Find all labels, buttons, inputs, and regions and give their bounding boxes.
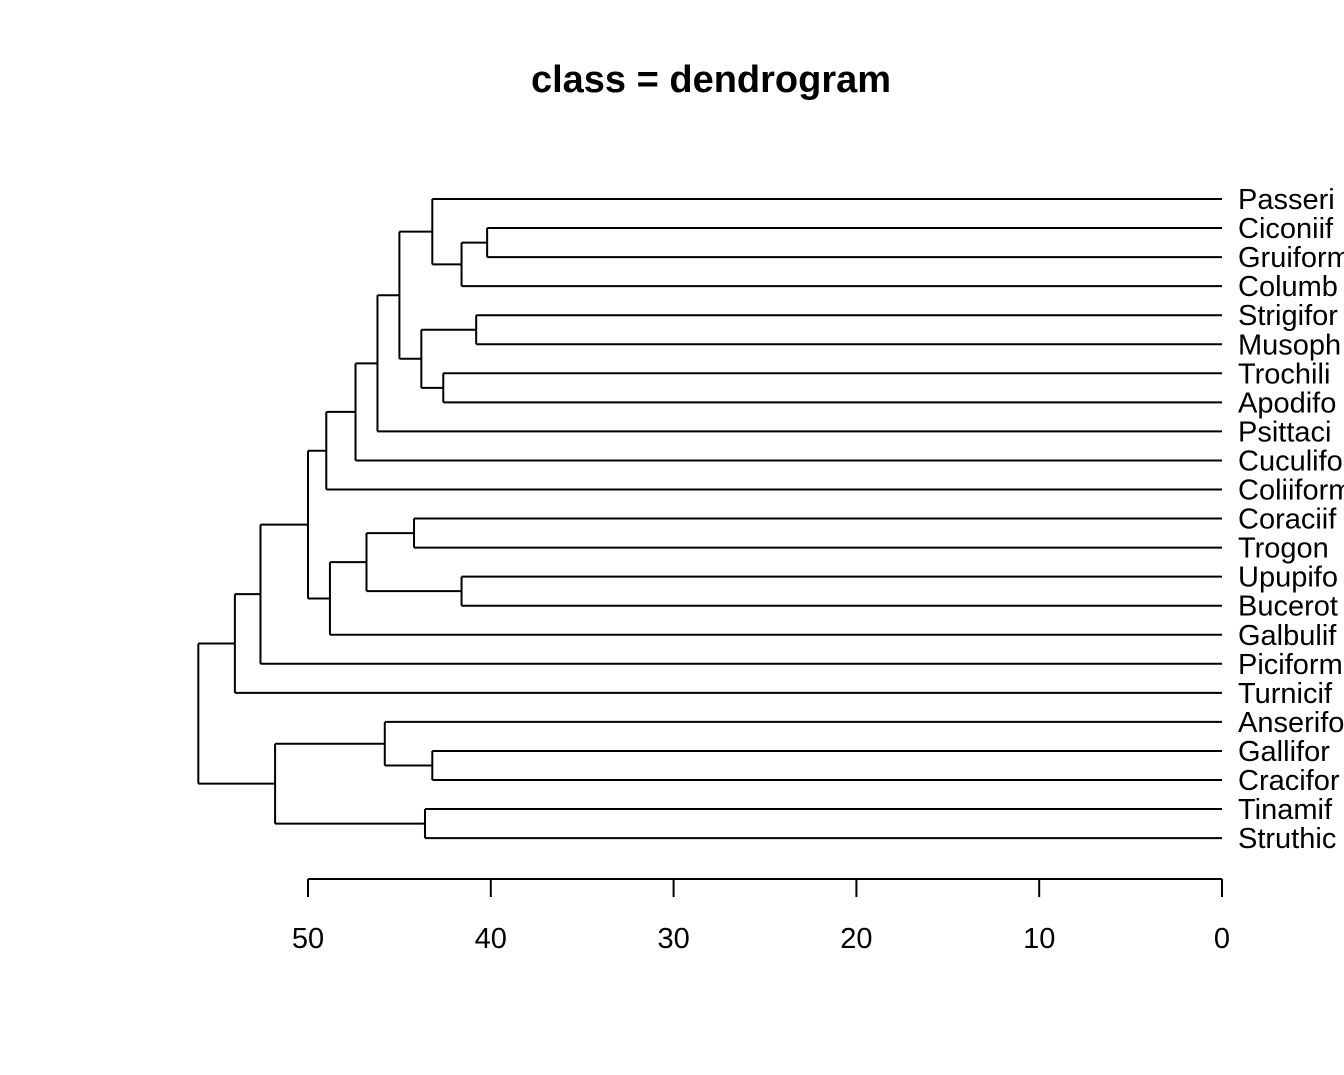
leaf-label: Trogon [1238,533,1329,565]
branch-n6 [420,328,477,389]
x-tick-label: 40 [475,923,507,955]
leaf-label: Strigifor [1238,300,1338,332]
branch-n20 [423,808,1222,840]
branch-n14 [328,561,1222,636]
leaf-label: Cuculifo [1238,445,1343,477]
leaf-label: Upupifo [1238,562,1338,594]
chart-title: class = dendrogram [531,59,891,101]
x-tick-label: 50 [292,923,324,955]
branch-n12 [460,575,1222,607]
leaf-labels: PasseriCiconiifGruiformColumbStrigiforMu… [1238,184,1344,855]
branch-n19 [383,720,1222,767]
branches [197,198,1222,840]
leaf-label: Psittaci [1238,416,1331,448]
x-tick-label: 20 [840,923,872,955]
branch-n16 [259,523,1222,665]
leaf-label: Gallifor [1238,736,1330,768]
leaf-label: Struthic [1238,823,1336,855]
leaf-label: Musoph [1238,329,1341,361]
branch-n2 [460,241,1222,288]
branch-n3 [431,198,1222,266]
leaf-label: Anserifo [1238,707,1344,739]
x-tick-label: 10 [1023,923,1055,955]
branch-n21 [274,742,425,825]
x-tick-label: 30 [657,923,689,955]
leaf-label: Galbulif [1238,620,1337,652]
branch-n22 [197,642,276,785]
leaf-label: Bucerot [1238,591,1338,623]
leaf-label: Cracifor [1238,765,1340,797]
branch-n7 [398,230,433,360]
x-tick-label: 0 [1214,923,1230,955]
branch-n17 [233,593,1222,694]
leaf-label: Columb [1238,271,1338,303]
leaf-label: Apodifo [1238,387,1336,419]
branch-n1 [486,227,1222,259]
leaf-label: Tinamif [1238,794,1333,826]
branch-n10 [325,410,1222,491]
leaf-label: Gruiform [1238,242,1344,274]
leaf-label: Passeri [1238,184,1335,216]
leaf-label: Piciform [1238,649,1343,681]
leaf-label: Trochili [1238,358,1330,390]
branch-n18 [431,749,1222,781]
leaf-label: Coliiform [1238,475,1344,507]
leaf-label: Coraciif [1238,504,1337,536]
x-axis: 50 40 30 20 10 0 [292,878,1230,955]
branch-n9 [354,362,1222,462]
branch-n11 [413,517,1222,549]
leaf-label: Ciconiif [1238,213,1334,245]
branch-n4 [475,314,1222,346]
leaf-label: Turnicif [1238,678,1333,710]
branch-n5 [442,372,1222,404]
